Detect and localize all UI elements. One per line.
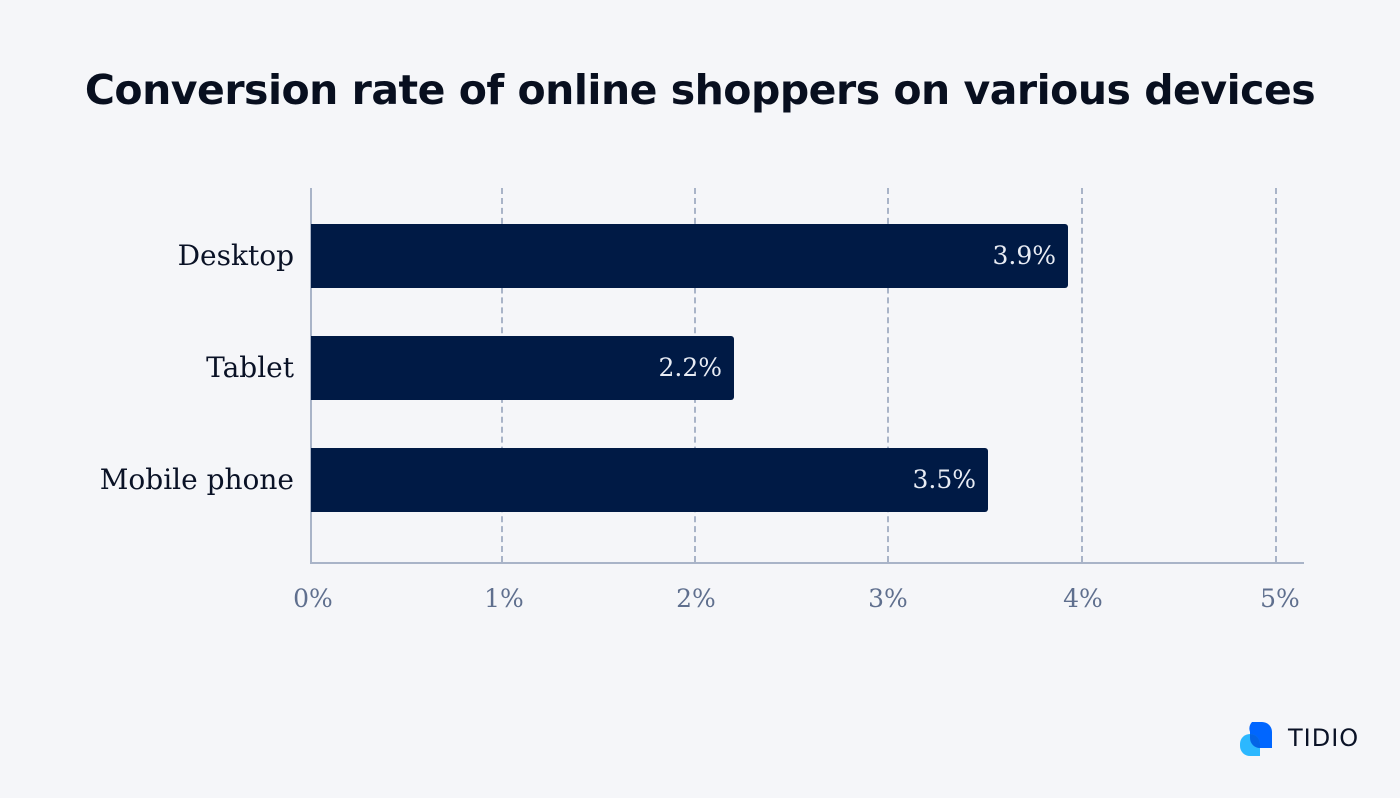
x-tick-label: 1% [484, 584, 524, 613]
gridline-5 [1275, 188, 1277, 562]
bar-value-label: 3.5% [912, 465, 976, 494]
bar-desktop: 3.9% [311, 224, 1068, 288]
bar-tablet: 2.2% [311, 336, 734, 400]
gridline-4 [1081, 188, 1083, 562]
category-label: Desktop [177, 239, 294, 272]
x-tick-label: 2% [676, 584, 716, 613]
gridline-3 [887, 188, 889, 562]
bar-value-label: 3.9% [992, 241, 1056, 270]
x-tick-label: 3% [868, 584, 908, 613]
chart-title: Conversion rate of online shoppers on va… [84, 66, 1316, 114]
bar-mobile-phone: 3.5% [311, 448, 988, 512]
category-label: Tablet [206, 351, 294, 384]
tidio-logo: TIDIO [1240, 720, 1380, 760]
x-tick-label: 4% [1063, 584, 1103, 613]
x-tick-label: 5% [1260, 584, 1300, 613]
bar-value-label: 2.2% [658, 353, 722, 382]
category-label: Mobile phone [99, 463, 294, 496]
brand-name: TIDIO [1288, 724, 1360, 752]
x-axis-line [310, 562, 1304, 564]
x-tick-label: 0% [293, 584, 333, 613]
tidio-chat-bubbles-icon [1240, 722, 1272, 756]
